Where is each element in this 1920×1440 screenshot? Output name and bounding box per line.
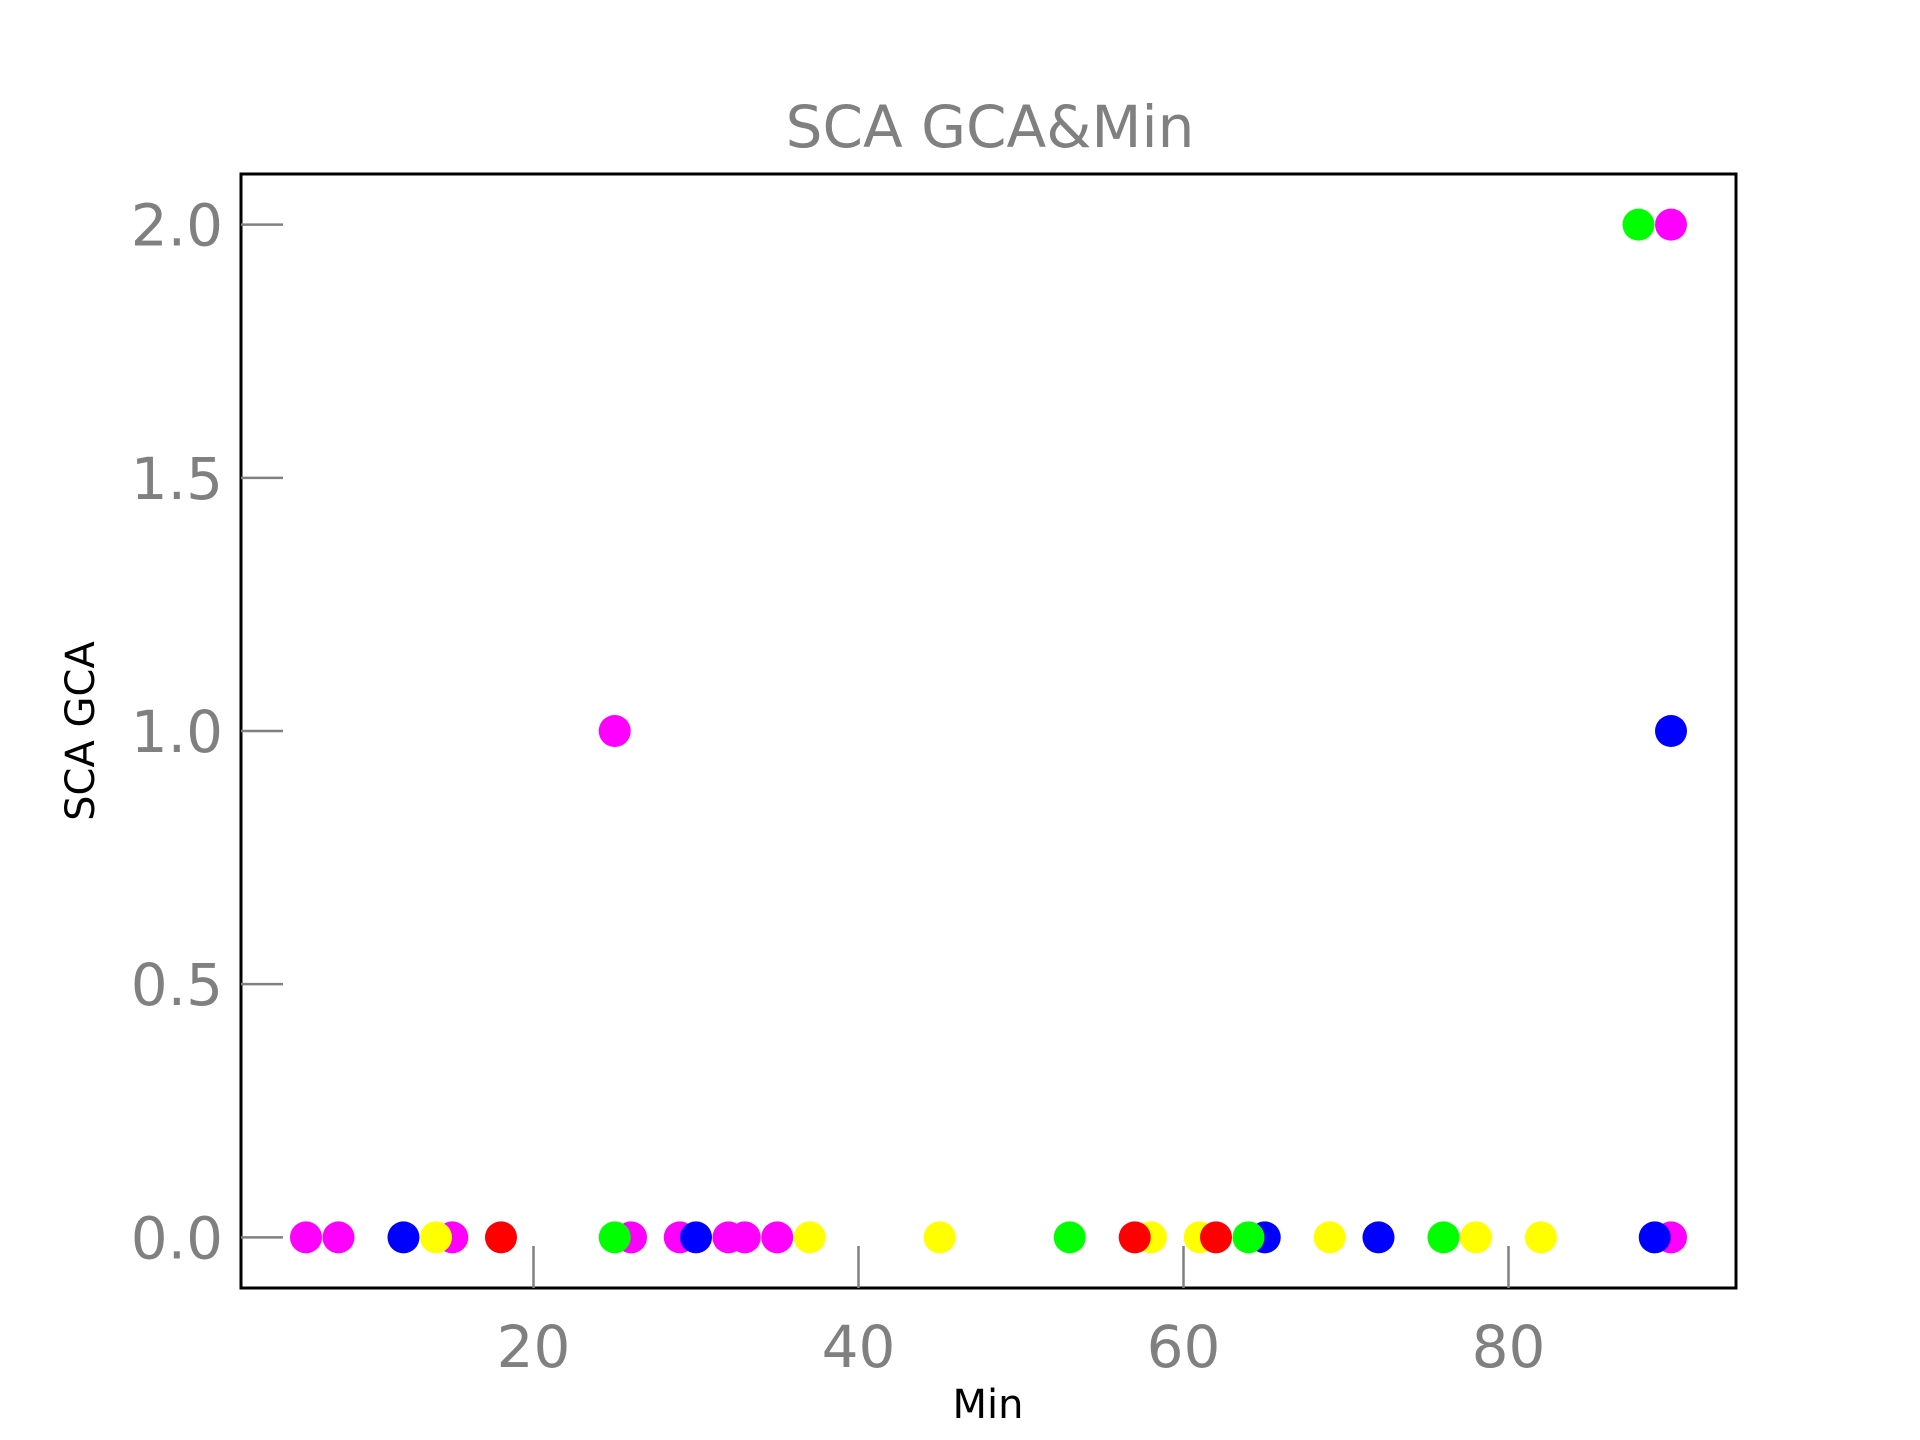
data-point-magenta — [322, 1221, 355, 1254]
data-points — [290, 208, 1687, 1254]
data-point-magenta — [728, 1221, 761, 1254]
data-point-magenta — [761, 1221, 794, 1254]
data-point-yellow — [1313, 1221, 1346, 1254]
y-tick-label: 2.0 — [131, 192, 223, 260]
x-tick-label: 20 — [497, 1313, 571, 1381]
y-axis-label: SCA GCA — [58, 641, 104, 821]
axis-ticks: 20 40 60 80 0.0 0.5 1.0 1.5 2.0 — [131, 192, 1546, 1381]
data-point-blue — [387, 1221, 420, 1254]
data-point-yellow — [420, 1221, 452, 1254]
data-point-magenta — [1655, 208, 1687, 241]
data-point-yellow — [923, 1221, 956, 1254]
data-point-green — [598, 1221, 631, 1254]
data-point-magenta — [598, 715, 631, 747]
chart-title: SCA GCA&Min — [786, 93, 1195, 161]
x-tick-label: 60 — [1147, 1313, 1221, 1381]
x-tick-label: 40 — [822, 1313, 896, 1381]
y-tick-label: 1.0 — [131, 698, 223, 766]
data-point-blue — [1638, 1221, 1671, 1254]
x-tick-label: 80 — [1472, 1313, 1546, 1381]
data-point-blue — [680, 1221, 712, 1254]
data-point-yellow — [1460, 1221, 1492, 1254]
data-point-green — [1053, 1221, 1086, 1254]
plot-frame — [239, 172, 1738, 1290]
data-point-red — [1200, 1221, 1232, 1254]
data-point-green — [1427, 1221, 1460, 1254]
data-point-green — [1232, 1221, 1265, 1254]
data-point-yellow — [1525, 1221, 1557, 1254]
y-tick-label: 1.5 — [131, 445, 223, 513]
data-point-magenta — [290, 1221, 322, 1254]
y-tick-label: 0.5 — [131, 951, 223, 1019]
data-point-blue — [1362, 1221, 1395, 1254]
data-point-red — [485, 1221, 517, 1254]
data-point-red — [1118, 1221, 1151, 1254]
data-point-yellow — [793, 1221, 826, 1254]
y-tick-label: 0.0 — [131, 1204, 223, 1272]
data-point-blue — [1655, 715, 1687, 747]
x-axis-label: Min — [953, 1382, 1024, 1428]
data-point-green — [1622, 208, 1655, 241]
